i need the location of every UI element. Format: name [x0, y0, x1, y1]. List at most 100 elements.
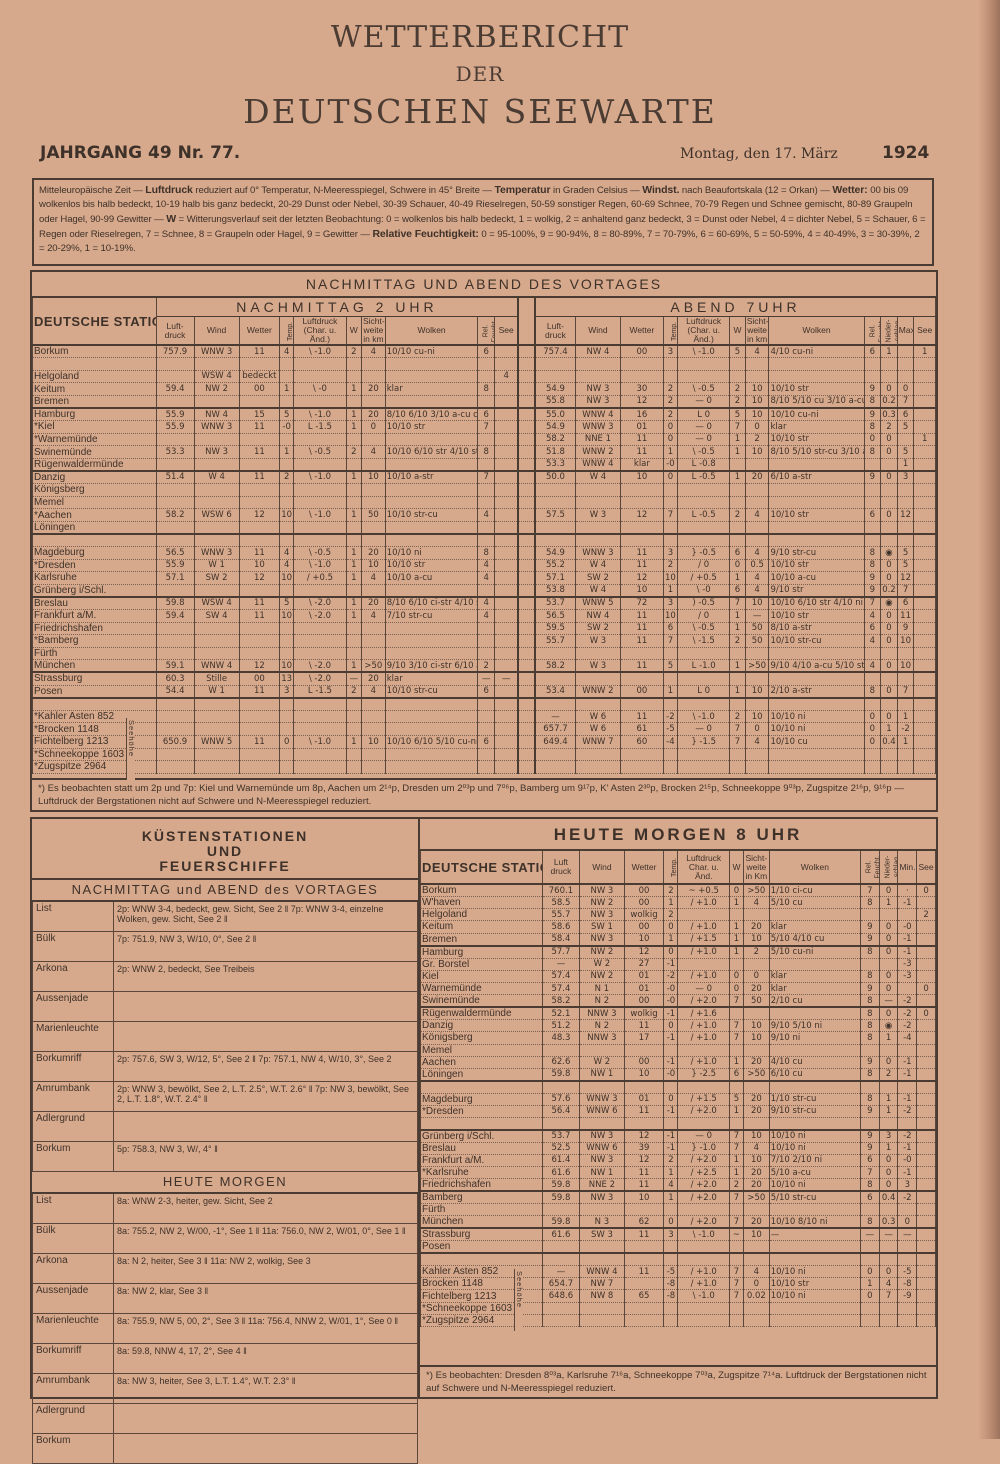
column-header-char: Luftdruck (Char. u. Änd.) [677, 316, 731, 346]
cell-7pm-temp: 5 [662, 659, 679, 673]
cell-8am-wetter [623, 1044, 665, 1057]
cell-2pm-w [345, 357, 363, 371]
previous-day-section: NACHMITTAG UND ABEND DES VORTAGES DEUTSC… [30, 270, 938, 812]
cell-7pm-luft: 58.2 [534, 659, 576, 673]
column-header-niederschlag: Nieder-schlag [878, 851, 899, 885]
table-row [420, 1252, 936, 1267]
cell-2pm-sicht: 0 [361, 420, 386, 434]
cell-8am-see [916, 1056, 936, 1069]
cell-2pm-w: 1 [345, 595, 363, 610]
cell-7pm-char: L 0 [677, 685, 731, 699]
cell-7pm-luft [534, 521, 576, 535]
cell-8am-char [677, 1252, 730, 1267]
cell-2pm-char [293, 710, 347, 724]
cell-7pm-feucht: 9 [863, 469, 882, 485]
cell-8am-wind: N 3 [579, 1215, 625, 1229]
cell-8am-w: 7 [728, 1128, 744, 1143]
cell-2pm-feucht: 7 [477, 420, 496, 434]
cell-8am-wolken: 7/10 2/10 ni [768, 1154, 862, 1168]
cell-2pm-sicht: 4 [361, 344, 386, 359]
cell-8am-w: 1 [728, 1166, 744, 1180]
cell-2pm-char: \ -0 [293, 382, 347, 396]
station-name: Grünberg i/Schl. [32, 584, 157, 598]
cell-8am-w [728, 1314, 744, 1328]
cell-7pm-luft: 55.7 [534, 634, 576, 648]
cell-7pm-wind: NNE 1 [574, 433, 622, 447]
table-row: W'haven 58.5 NW 2 00 1/ +1.0 1 4 5/10 cu 8 1 -1 [420, 896, 936, 910]
cell-2pm-feucht [477, 722, 496, 736]
table-row: Löningen [32, 521, 936, 535]
cell-7pm-w [729, 647, 746, 661]
cell-8am-temp: -1 [663, 1006, 679, 1021]
cell-8am-wind: NW 2 [579, 970, 625, 983]
cell-8am-wind: W 2 [579, 1056, 625, 1069]
cell-8am-max: -1 [897, 1142, 918, 1155]
cell-8am-wind: NW 1 [579, 1068, 625, 1082]
cell-2pm-sicht: 4 [361, 445, 386, 459]
cell-2pm-wetter: 11 [238, 546, 281, 560]
table-row: *Zugspitze 2964 [420, 1314, 936, 1328]
column-spacer [517, 735, 536, 749]
cell-7pm-wind: W 3 [574, 634, 622, 648]
cell-7pm-max: 9 [896, 622, 915, 636]
cell-7pm-see: 1 [913, 344, 936, 359]
column-header-see: See [494, 316, 519, 346]
coastal-report: 5p: 758.3, NW 3, W/, 4° ‖ [113, 1141, 418, 1172]
column-header-wetter: Wetter [238, 316, 281, 346]
cell-2pm-wind: WNW 4 [193, 659, 240, 673]
cell-2pm-char: / +0.5 [293, 571, 347, 585]
station-name: Helgoland [420, 908, 543, 922]
cell-2pm-sicht [361, 395, 386, 409]
cell-8am-wetter [623, 1277, 665, 1291]
cell-8am-wetter: 01 [623, 982, 665, 996]
cell-7pm-wind [574, 748, 622, 762]
cell-2pm-luft: 54.4 [155, 685, 195, 699]
cell-2pm-luft: 59.4 [155, 609, 195, 623]
table-row: Borkum 757.9 WNW 3 11 4 \ -1.0 2 4 10/10 cu-ni 6 7… [32, 344, 936, 359]
cell-7pm-niederschlag: 0.2 [880, 584, 898, 598]
cell-8am-wetter [623, 1203, 665, 1217]
cell-8am-wind [579, 1302, 625, 1315]
cell-2pm-luft: 650.9 [155, 735, 195, 749]
cell-8am-wolken: 5/10 cu-ni [768, 944, 862, 959]
cell-7pm-temp: 3 [662, 344, 679, 359]
cell-7pm-sicht: 4 [744, 546, 770, 560]
cell-8am-see [916, 1178, 936, 1192]
cell-8am-niederschlag: 0.3 [878, 1215, 899, 1229]
station-name: Bremen [32, 395, 157, 409]
cell-8am-max: · [897, 883, 918, 897]
cell-7pm-feucht [863, 521, 882, 535]
cell-2pm-wolken [384, 710, 479, 724]
cell-7pm-w: 5 [729, 344, 746, 359]
table-row: *Aachen 58.2 WSW 6 12 10 \ -1.0 1 50 10/10 str-c… [32, 508, 936, 522]
station-name: Löningen [32, 521, 157, 535]
cell-7pm-wind [574, 647, 622, 661]
coastal-morning-label: HEUTE MORGEN [32, 1172, 418, 1194]
cell-7pm-wind: WNW 4 [574, 458, 622, 472]
cell-8am-char [677, 1302, 730, 1315]
cell-2pm-char [293, 634, 347, 648]
cell-7pm-char: \ -0.5 [677, 445, 731, 459]
cell-2pm-sicht: 20 [361, 595, 386, 610]
table-row: *Zugspitze 2964 [32, 760, 936, 774]
cell-7pm-char: — 0 [677, 433, 731, 447]
cell-2pm-wetter [238, 458, 281, 472]
cell-7pm-wetter [620, 370, 664, 384]
cell-2pm-wind: SW 4 [193, 609, 240, 623]
table-row: Karlsruhe 57.1 SW 2 12 10/ +0.5 1 4 10/10 a-cu 4… [32, 571, 936, 585]
cell-2pm-char [293, 584, 347, 598]
cell-7pm-sicht: >50 [744, 659, 770, 673]
table-row: Brocken 1148 654.7 NW 7 -8/ +1.0 7 0 10/10 str… [420, 1277, 936, 1291]
cell-8am-wetter [623, 1240, 665, 1254]
cell-8am-niederschlag: 0 [878, 883, 899, 897]
table-row: Magdeburg 56.5 WNW 3 11 4 \ -0.5 1 20 10/10 ni 8 5… [32, 546, 936, 560]
cell-2pm-w [345, 696, 363, 711]
cell-8am-niederschlag: — [878, 994, 899, 1008]
cell-7pm-char: — 0 [677, 395, 731, 409]
cell-7pm-char [677, 483, 731, 497]
station-name: Hamburg [32, 407, 157, 422]
cell-7pm-max [896, 748, 915, 762]
cell-7pm-feucht: 0 [863, 722, 882, 736]
cell-2pm-wolken [384, 647, 479, 661]
column-header-wolken: Wolken [768, 316, 865, 346]
